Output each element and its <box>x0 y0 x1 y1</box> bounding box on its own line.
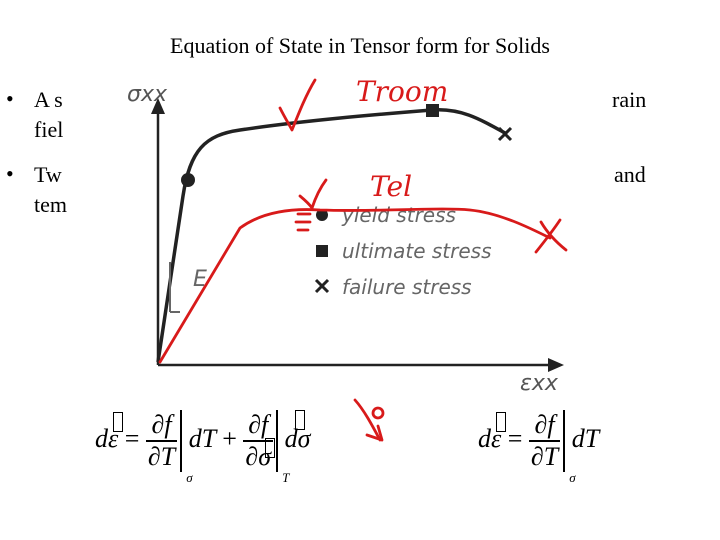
red-tally <box>294 212 312 232</box>
axes <box>151 98 564 372</box>
legend: yield stress ultimate stress failure str… <box>314 203 492 299</box>
bullet-2-start: Tw <box>34 162 62 187</box>
legend-failure-label: failure stress <box>342 275 472 299</box>
ultimate-marker <box>426 104 439 117</box>
eq-left-dt: dT <box>188 423 216 453</box>
bullet-2-line2: tem <box>34 192 67 217</box>
bullet-1-end: rain <box>612 87 647 112</box>
figure-background <box>100 72 610 394</box>
slope-triangle <box>169 262 180 313</box>
slide-title: Equation of State in Tensor form for Sol… <box>170 33 550 58</box>
legend-failure-icon <box>314 278 330 294</box>
eq-left-d: d <box>95 423 108 453</box>
red-arrow-line <box>353 398 382 442</box>
yield-marker <box>181 173 195 187</box>
missing-glyph-box <box>496 411 506 432</box>
x-axis-arrow <box>548 358 564 372</box>
y-axis-label: σxx <box>127 82 168 107</box>
elastic-modulus-label: E <box>193 267 207 292</box>
red-curve <box>158 207 552 364</box>
handwritten-tel: Tel <box>370 170 412 203</box>
bullet-1-line2: fiel <box>34 117 64 142</box>
eq-left-dsigma: dσ <box>285 409 310 454</box>
bullet-glyph: • <box>6 86 14 111</box>
legend-ultimate-label: ultimate stress <box>342 239 492 263</box>
handwritten-troom: Troom <box>356 75 448 108</box>
eq-left-plus: + <box>222 423 237 453</box>
red-arrow-head <box>365 424 384 442</box>
eq-left-frac-1: ∂f ∂T <box>145 410 178 471</box>
eq-left-eps: ε <box>108 423 119 453</box>
legend-yield-label: yield stress <box>341 203 456 227</box>
red-failure-x <box>534 218 568 254</box>
equation-left: dε = ∂f ∂T σ dT + ∂f ∂σ T dσ <box>95 409 310 485</box>
missing-glyph-box <box>294 409 305 430</box>
bullet-1-start: A s <box>34 87 63 112</box>
red-zero-circle <box>371 406 385 420</box>
eq-left-frac-2: ∂f ∂σ <box>243 410 276 472</box>
equation-right: dε = ∂f ∂T σ dT <box>478 410 600 485</box>
failure-marker <box>497 126 513 142</box>
missing-glyph-box <box>113 411 123 432</box>
eq-right-equals: = <box>507 423 523 453</box>
legend-yield-icon <box>316 209 328 221</box>
eq-left-lhs: dε <box>95 411 123 454</box>
y-axis-arrow <box>151 98 165 114</box>
legend-ultimate-icon <box>316 245 328 257</box>
eq-right-dt: dT <box>571 423 600 453</box>
dark-stress-strain-curve <box>156 108 506 363</box>
bullet-2-end: and <box>614 162 646 187</box>
red-check-2 <box>298 178 328 210</box>
bullet-glyph: • <box>6 161 14 186</box>
red-annotations <box>158 78 568 442</box>
eq-left-equals: = <box>124 423 140 453</box>
eq-right-bar: σ <box>563 410 576 485</box>
eq-left-bar-1: σ <box>180 410 193 485</box>
missing-glyph-box <box>265 438 276 458</box>
eq-right-frac: ∂f ∂T <box>528 410 561 471</box>
eq-left-bar-2: T <box>276 410 289 485</box>
x-axis-label: εxx <box>520 371 559 396</box>
eq-right-lhs: dε <box>478 411 506 454</box>
red-check-1 <box>278 78 317 132</box>
